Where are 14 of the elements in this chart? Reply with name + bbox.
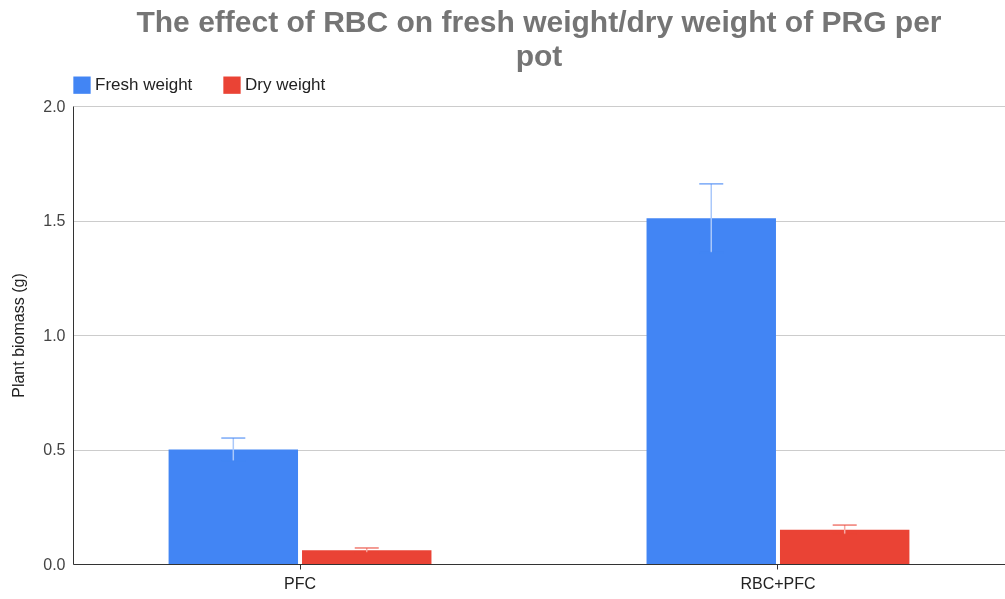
y-tick-label: 1.0 — [43, 326, 66, 344]
y-tick-label: 0.0 — [43, 555, 66, 573]
y-tick-label: 1.5 — [43, 212, 66, 229]
chart-title: The effect of RBC on fresh weight/dry weight of PRG per pot — [136, 5, 942, 72]
bar — [779, 529, 910, 564]
bar — [646, 218, 776, 564]
y-axis-title: Plant biomass (g) — [10, 273, 28, 398]
y-tick-label: 2.0 — [43, 97, 66, 115]
legend-label: Fresh weight — [95, 75, 193, 95]
bar — [168, 449, 299, 564]
x-tick-label: PFC — [284, 574, 317, 592]
legend-label: Dry weight — [245, 75, 326, 95]
y-tick-label: 0.5 — [43, 441, 66, 458]
x-tick-label: RBC+PFC — [740, 574, 816, 592]
